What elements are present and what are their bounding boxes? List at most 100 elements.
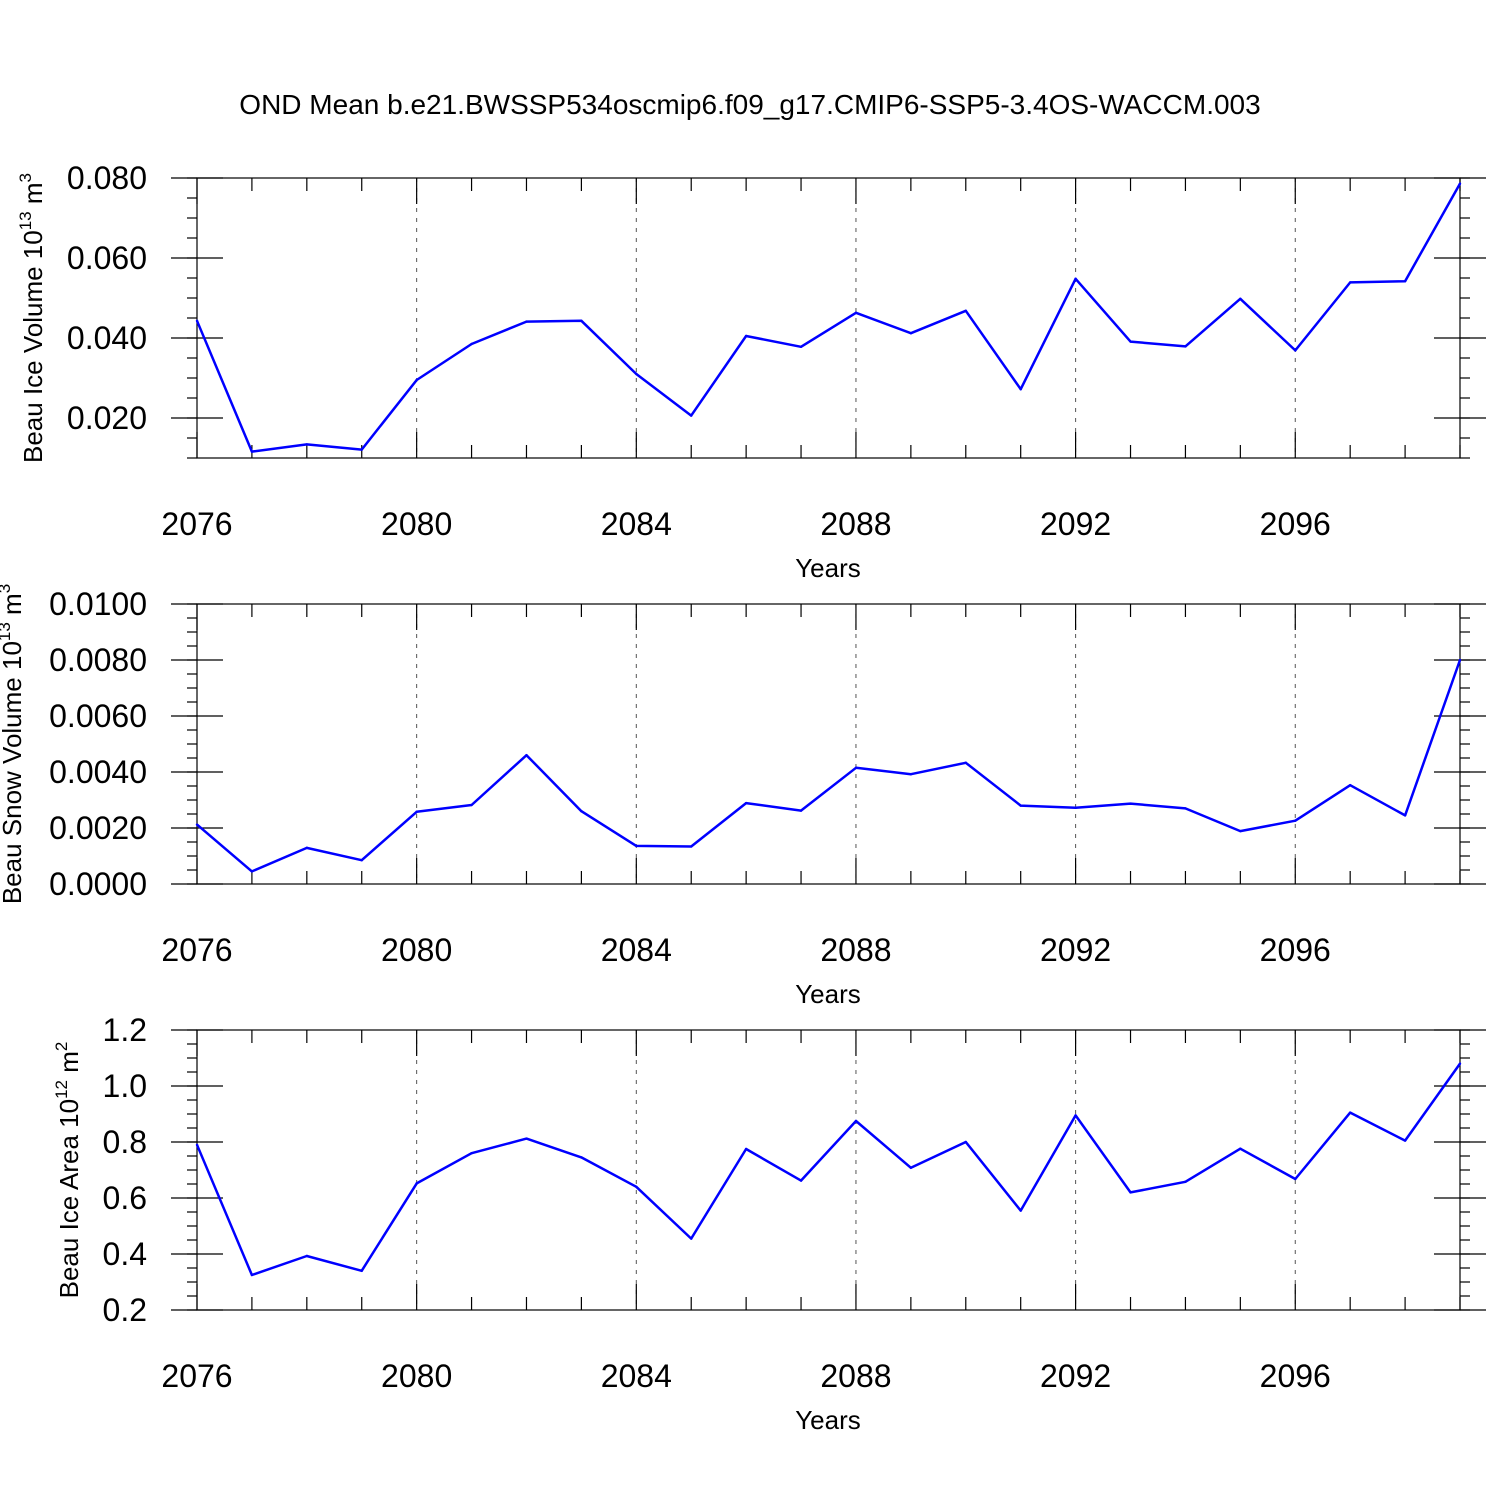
data-point — [1184, 1180, 1187, 1183]
data-point — [415, 810, 418, 813]
y-axis-title-text: Beau Ice Volume 10 — [18, 230, 48, 463]
panel-snow-volume: 0.0000 0.0020 0.0040 0.0060 0.0080 0.0100 2076… — [0, 584, 1486, 1009]
data-point — [525, 320, 528, 323]
data-point — [1074, 806, 1077, 810]
data-point — [744, 334, 748, 338]
y-axis-title: Beau Snow Volume 1013 m3 — [0, 584, 27, 904]
x-tick-label: 2088 — [820, 932, 891, 968]
x-tick-label: 2084 — [601, 1358, 672, 1394]
y-axis-title-unit: m — [54, 1051, 84, 1080]
y-axis-title-unit-exponent: 3 — [16, 173, 35, 182]
y-tick-label: 0.8 — [103, 1124, 147, 1160]
data-point — [799, 1179, 803, 1182]
data-point — [964, 1140, 967, 1144]
y-tick-label: 0.0060 — [49, 698, 147, 734]
x-tick-label: 2080 — [381, 1358, 452, 1394]
series-line-ice-volume — [195, 182, 1462, 453]
data-point — [744, 1147, 748, 1151]
y-axis-title-exponent: 13 — [0, 622, 14, 641]
data-point — [250, 870, 254, 873]
panels: 0.020 0.040 0.060 0.080 2076 2080 2084 2088 2092… — [0, 160, 1486, 1435]
plot-frame — [196, 177, 1461, 459]
data-point — [964, 309, 967, 312]
data-point — [909, 773, 913, 776]
y-axis-title: Beau Ice Area 1012 m2 — [52, 1042, 84, 1299]
data-point — [1129, 1191, 1132, 1194]
data-point — [195, 319, 199, 322]
figure-title: OND Mean b.e21.BWSSP534oscmip6.f09_g17.C… — [239, 89, 1260, 120]
y-tick-label: 0.020 — [67, 400, 147, 436]
x-tick-label: 2096 — [1260, 1358, 1331, 1394]
data-point — [1294, 349, 1297, 352]
panel-ice-area: 0.2 0.4 0.6 0.8 1.0 1.2 2076 2080 2084 2088 2092 20… — [52, 1012, 1486, 1435]
data-point — [580, 810, 583, 813]
x-tick-label: 2088 — [820, 1358, 891, 1394]
x-tick-label: 2076 — [161, 506, 232, 542]
x-tick-label: 2092 — [1040, 1358, 1111, 1394]
y-tick-label: 0.080 — [67, 160, 147, 196]
data-point — [525, 754, 528, 757]
x-tick-label: 2088 — [820, 506, 891, 542]
y-axis-title-unit: m — [18, 182, 48, 211]
data-point — [1074, 1114, 1077, 1117]
y-tick-label: 0.0100 — [49, 586, 147, 622]
y-tick-label: 0.0080 — [49, 642, 147, 678]
data-point — [1403, 814, 1407, 817]
x-tick-label: 2096 — [1260, 506, 1331, 542]
x-tick-label: 2096 — [1260, 932, 1331, 968]
y-tick-label: 1.2 — [103, 1012, 147, 1048]
data-point — [415, 1182, 418, 1185]
data-point — [744, 801, 748, 805]
y-tick-label: 0.040 — [67, 320, 147, 356]
y-tick-label: 0.2 — [103, 1292, 147, 1328]
plot-frame — [196, 603, 1461, 885]
panel-ice-volume: 0.020 0.040 0.060 0.080 2076 2080 2084 2088 2092… — [16, 160, 1486, 583]
data-point — [854, 311, 858, 314]
y-axis-title-exponent: 12 — [52, 1080, 71, 1099]
x-tick-label: 2076 — [161, 1358, 232, 1394]
data-point — [1458, 1062, 1462, 1065]
data-point — [1019, 1209, 1022, 1212]
series-line-ice-area — [195, 1062, 1462, 1277]
data-point — [799, 345, 803, 348]
y-axis-title-text: Beau Snow Volume 10 — [0, 641, 27, 904]
y-tick-label: 0.6 — [103, 1180, 147, 1216]
data-point — [1458, 182, 1462, 185]
y-axis-title-unit: m — [0, 593, 27, 622]
data-point — [360, 448, 363, 451]
data-point — [854, 1119, 858, 1123]
data-point — [1239, 829, 1242, 833]
y-axis-title: Beau Ice Volume 1013 m3 — [16, 173, 48, 463]
data-point — [1184, 807, 1187, 810]
data-point — [1239, 297, 1242, 300]
data-point — [799, 809, 803, 812]
y-axis-title-exponent: 13 — [16, 211, 35, 230]
y-tick-label: 0.0020 — [49, 810, 147, 846]
data-point — [854, 766, 858, 769]
data-point — [1294, 819, 1297, 822]
data-point — [305, 846, 309, 850]
data-point — [470, 342, 473, 346]
x-tick-label: 2084 — [601, 932, 672, 968]
x-tick-label: 2080 — [381, 932, 452, 968]
data-point — [1074, 277, 1077, 280]
data-point — [635, 844, 638, 848]
y-axis-title-unit-exponent: 3 — [0, 584, 14, 593]
data-point — [525, 1137, 528, 1140]
data-point — [195, 823, 199, 826]
data-point — [250, 450, 254, 453]
data-point — [635, 372, 638, 376]
data-point — [360, 859, 363, 862]
data-point — [1403, 1139, 1407, 1142]
data-point — [690, 414, 693, 417]
x-tick-label: 2092 — [1040, 506, 1111, 542]
data-point — [1348, 281, 1352, 284]
data-point — [1458, 658, 1462, 662]
y-axis-title-text: Beau Ice Area 10 — [54, 1099, 84, 1298]
data-point — [635, 1185, 638, 1189]
data-point — [964, 761, 967, 764]
x-axis-title: Years — [795, 979, 861, 1009]
data-point — [1403, 280, 1407, 283]
data-point — [1019, 388, 1022, 391]
